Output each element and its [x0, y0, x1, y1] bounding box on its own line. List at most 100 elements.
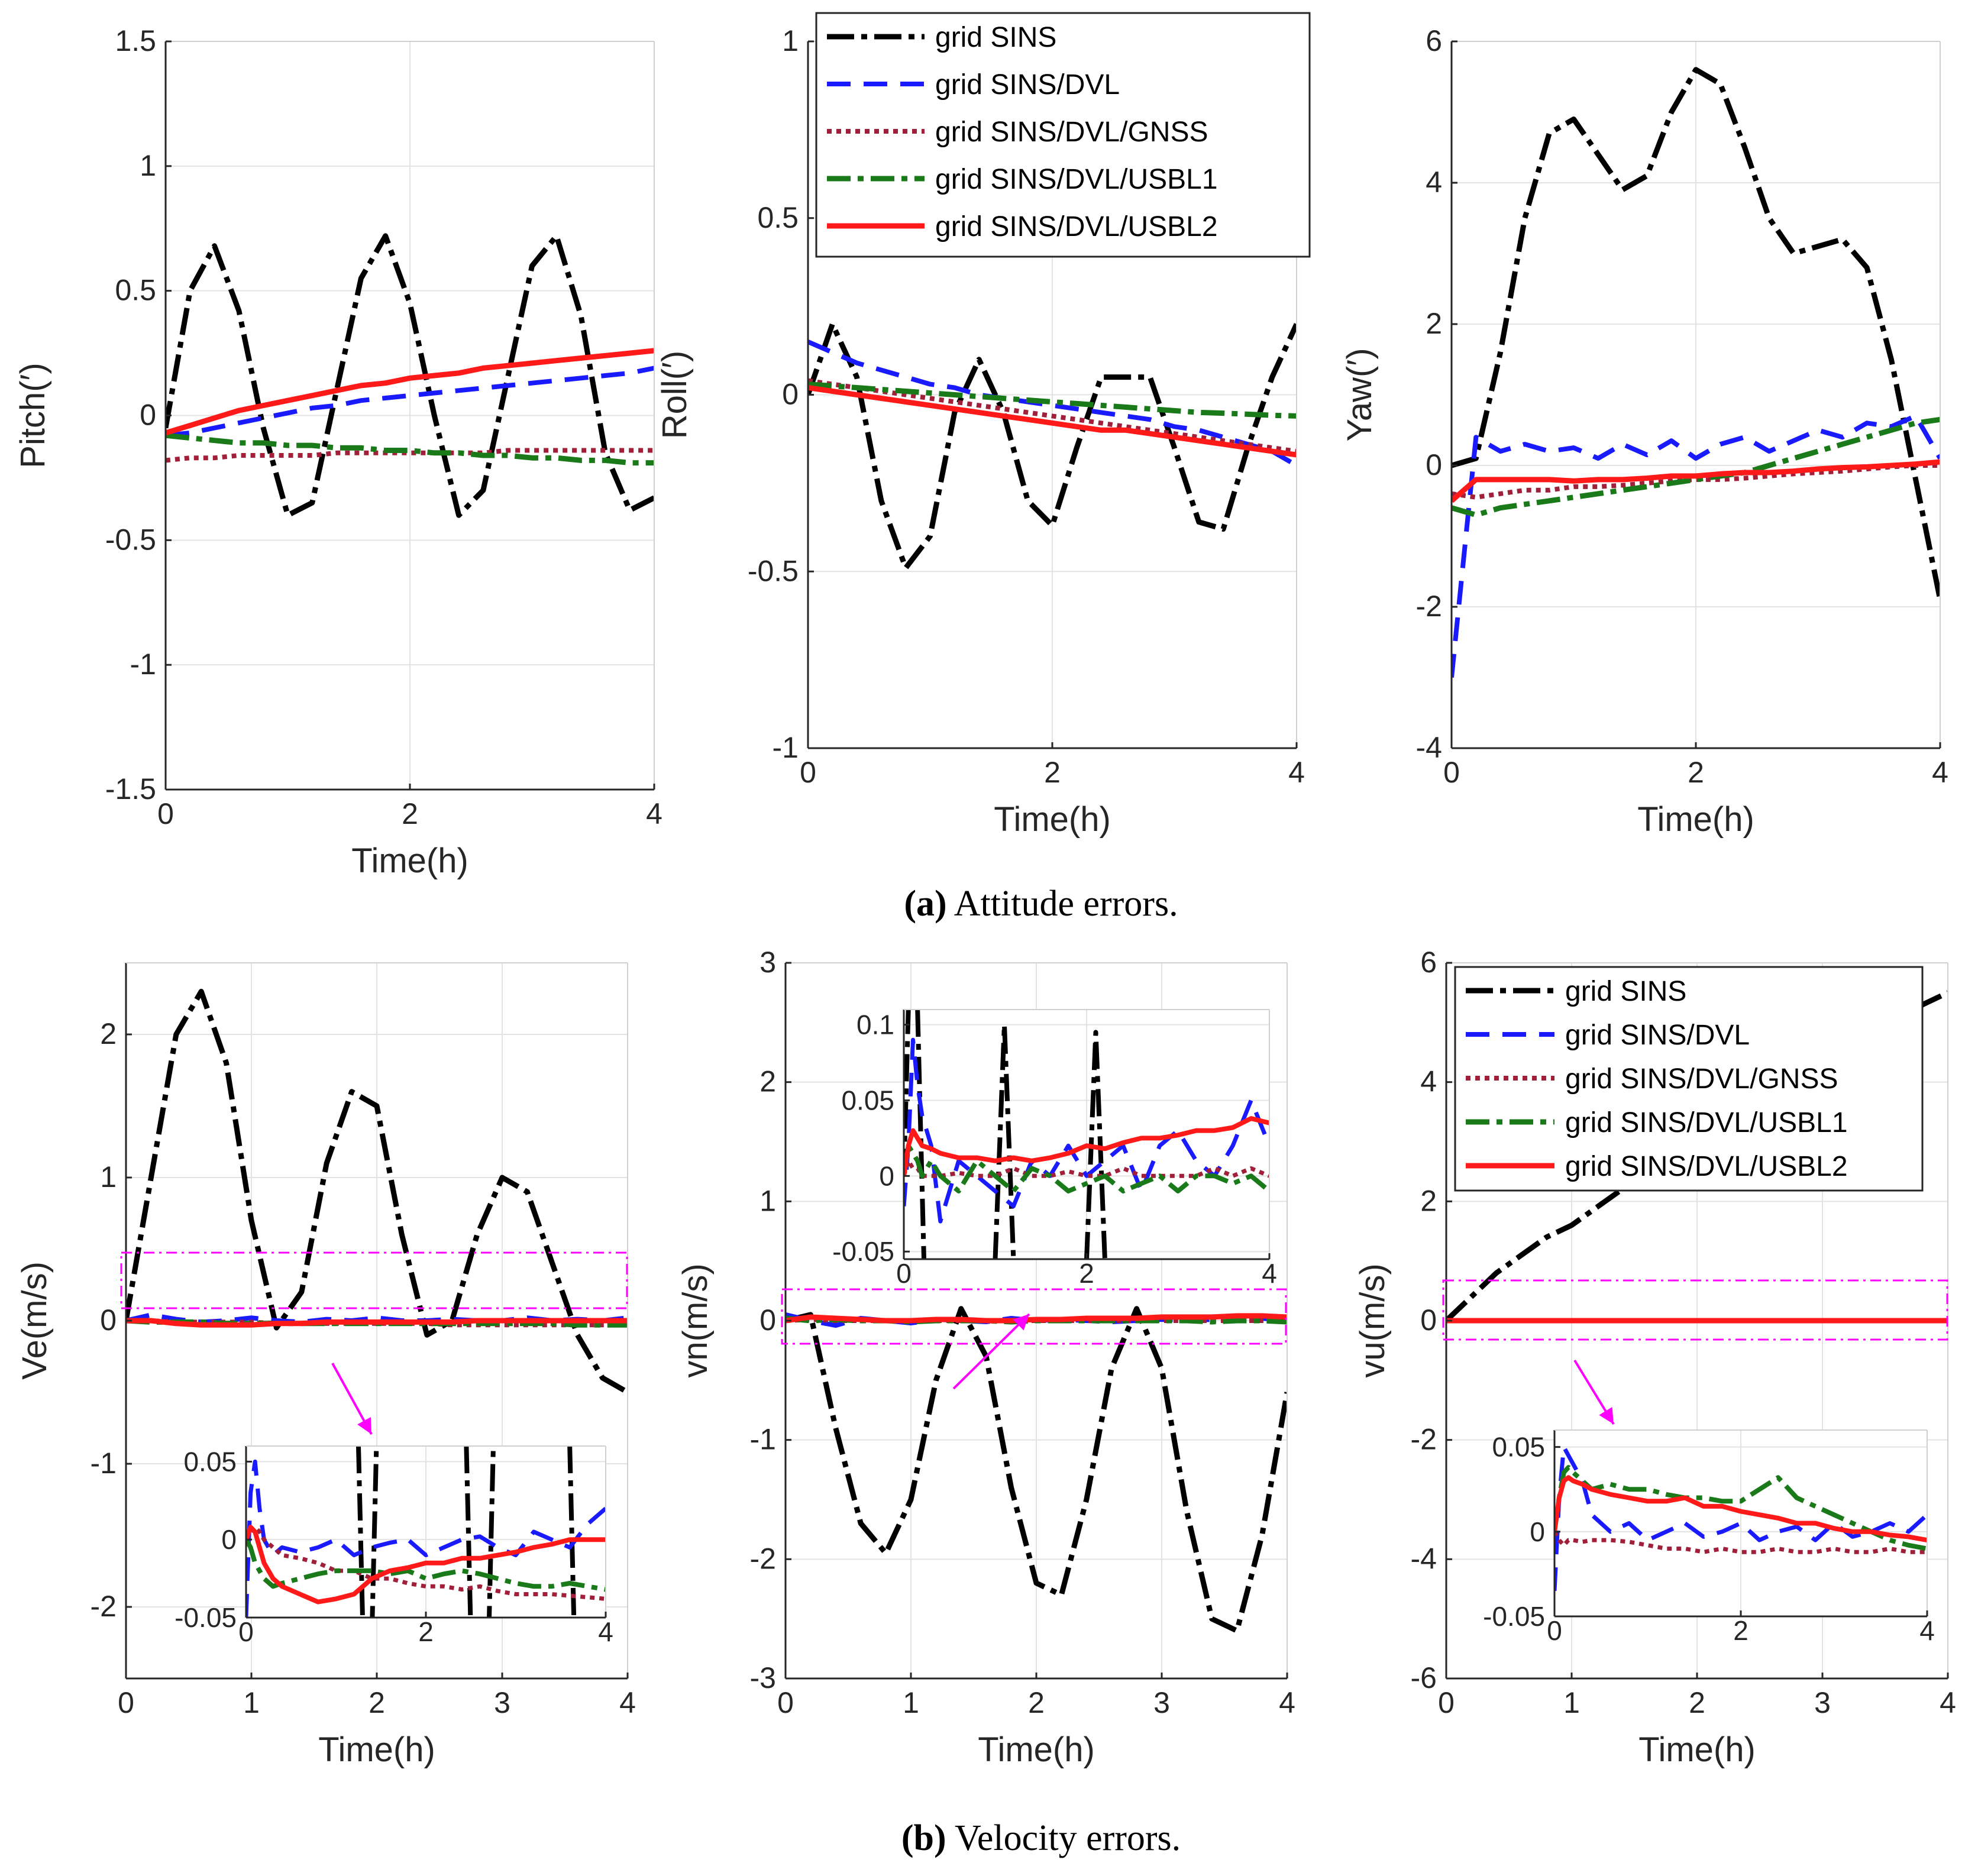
vn-zoom-arrow: [952, 1313, 1030, 1390]
roll-ytick-label: 1: [782, 24, 799, 57]
ve-inset-series-group: [246, 1446, 606, 1618]
ve-inset-xtick-label: 0: [238, 1616, 254, 1647]
vn-xtick-label: 0: [777, 1686, 794, 1719]
roll-xlabel: Time(h): [994, 800, 1111, 839]
ve-ytick-label: 2: [100, 1017, 117, 1050]
ve-inset-series-grid-sins-segment: [487, 1446, 496, 1618]
vn-xtick-label: 4: [1279, 1686, 1295, 1719]
pitch-plot: 0 2 4 -1.5 -1 -0.5 0 0.5 1 1.5 Time(h) Pitch(′): [14, 24, 662, 880]
roll-series-grid-sins-dvl-usbl2: [808, 385, 1297, 458]
yaw-ytick-label: 6: [1426, 24, 1442, 57]
vu-ytick-label: -4: [1411, 1542, 1437, 1575]
ve-series-grid-sins-dvl-usbl2: [126, 1318, 628, 1328]
vu-ytick-label: 6: [1420, 946, 1437, 979]
roll-xtick-label: 0: [800, 756, 816, 789]
vu-inset-series-grid-sins-dvl-usbl2: [1554, 1475, 1927, 1543]
ve-inset-series-grid-sins-dvl-gnss: [246, 1525, 606, 1601]
yaw-ytick-label: 0: [1426, 448, 1442, 481]
vn-series-grid-sins-dvl-usbl2: [786, 1313, 1287, 1324]
pitch-ytick-label: -0.5: [105, 523, 156, 556]
vu-inset-xtick-label: 0: [1547, 1615, 1562, 1646]
vu-inset-xtick-label: 4: [1919, 1615, 1935, 1646]
ve-inset-ytick-label: 0.05: [183, 1446, 237, 1477]
vn-inset-series-grid-sins-segment: [904, 1010, 911, 1176]
vn-zoom-arrowhead: [1013, 1314, 1029, 1331]
vn-inset-ytick-label: 0.1: [857, 1010, 894, 1040]
ve-zoom-box: [120, 1251, 628, 1309]
vn-ytick-label: 3: [759, 946, 776, 979]
yaw-ytick-label: 2: [1426, 307, 1442, 340]
vu-ytick-label: -6: [1411, 1661, 1437, 1694]
vn-series-group: [786, 1306, 1287, 1634]
pitch-ytick-label: 1: [140, 149, 156, 182]
ve-zoom-arrowhead: [357, 1416, 371, 1434]
vn-ytick-label: -2: [750, 1542, 776, 1575]
pitch-xtick-label: 2: [402, 797, 418, 830]
vu-xtick-label: 3: [1814, 1686, 1831, 1719]
ve-xtick-label: 4: [619, 1686, 636, 1719]
ve-ytick-label: 0: [100, 1304, 117, 1337]
yaw-ytick-label: -4: [1416, 731, 1442, 764]
legend-bottom-label-grid-sins-dvl-usbl2: grid SINS/DVL/USBL2: [1565, 1151, 1848, 1182]
roll-series-grid-sins-dvl-gnss: [808, 378, 1297, 454]
pitch-xtick-label: 0: [157, 797, 174, 830]
pitch-xlabel: Time(h): [351, 842, 468, 880]
yaw-xlabel: Time(h): [1637, 800, 1754, 839]
ve-inset-series-grid-sins-dvl-usbl1: [246, 1538, 606, 1592]
caption-b: (b) Velocity errors.: [901, 1818, 1181, 1858]
vn-inset-series-group: [904, 1010, 1269, 1259]
vu-inset-ytick-label: 0.05: [1492, 1432, 1545, 1463]
pitch-ytick-label: 0.5: [115, 274, 156, 307]
ve-xtick-label: 2: [369, 1686, 385, 1719]
vu-inset-series-grid-sins-dvl-usbl1: [1554, 1465, 1927, 1551]
ve-ytick-label: -2: [91, 1590, 117, 1623]
vn-ytick-label: 2: [759, 1065, 776, 1098]
yaw-series-grid-sins-dvl-usbl1: [1452, 416, 1940, 518]
ve-inset-series-grid-sins-segment: [464, 1446, 473, 1618]
pitch-series-grid-sins-dvl: [166, 366, 654, 438]
ve-ytick-label: 1: [100, 1160, 117, 1193]
plots: 0 2 4 -1.5 -1 -0.5 0 0.5 1 1.5 Time(h) Pitch(′) 0 2 4 -…: [14, 12, 1956, 1769]
yaw-xtick-label: 2: [1688, 756, 1704, 789]
vn-inset-series-grid-sins-dvl-usbl1: [904, 1143, 1269, 1193]
vn-inset-series-grid-sins-segment: [993, 1022, 1016, 1259]
yaw-series-grid-sins-dvl: [1452, 413, 1940, 678]
ve-inset-ytick-label: 0: [221, 1524, 237, 1555]
legend-top-label-grid-sins: grid SINS: [935, 22, 1056, 53]
pitch-series-group: [166, 233, 654, 518]
legend-top-label-grid-sins-dvl-gnss: grid SINS/DVL/GNSS: [935, 117, 1208, 148]
vn-inset-series-grid-sins-segment: [915, 1010, 926, 1259]
ve-inset-series-grid-sins-segment: [567, 1446, 577, 1618]
vn-xtick-label: 2: [1028, 1686, 1045, 1719]
ve-ytick-label: -1: [91, 1447, 117, 1480]
pitch-ytick-label: -1: [130, 648, 156, 681]
ve-xlabel: Time(h): [318, 1731, 435, 1769]
legend-top-label-grid-sins-dvl-usbl1: grid SINS/DVL/USBL1: [935, 164, 1218, 195]
roll-xtick-label: 2: [1044, 756, 1061, 789]
vu-ytick-label: 4: [1420, 1065, 1437, 1098]
ve-inset-series-grid-sins-segment: [356, 1446, 365, 1618]
yaw-series-grid-sins-dvl-usbl2: [1452, 459, 1940, 503]
legend-bottom: grid SINS grid SINS/DVL grid SINS/DVL/GNSS…: [1454, 966, 1924, 1192]
legend-bottom-label-grid-sins: grid SINS: [1565, 976, 1686, 1007]
vn-inset-series-grid-sins-segment: [1084, 1030, 1107, 1259]
pitch-series-grid-sins-dvl-usbl2: [166, 348, 654, 436]
vu-xtick-label: 0: [1438, 1686, 1455, 1719]
yaw-plot: 0 2 4 -4 -2 0 2 4 6 Time(h) Yaw(′): [1340, 24, 1948, 839]
captions: (a) Attitude errors. (b) Velocity errors…: [901, 884, 1181, 1858]
vu-inset-xtick-label: 2: [1733, 1615, 1748, 1646]
pitch-series-grid-sins: [166, 233, 654, 518]
vn-ytick-label: 0: [759, 1304, 776, 1337]
legend-top-label-grid-sins-dvl-usbl2: grid SINS/DVL/USBL2: [935, 211, 1218, 242]
vn-xlabel: Time(h): [978, 1731, 1095, 1769]
vn-zoom-box: [781, 1288, 1287, 1345]
vu-inset-series-group: [1554, 1445, 1927, 1592]
vn-ylabel: vn(m/s): [676, 1263, 715, 1377]
ve-xtick-label: 0: [118, 1686, 134, 1719]
vn-xtick-label: 1: [903, 1686, 919, 1719]
pitch-ytick-label: 1.5: [115, 24, 156, 57]
ve-inset-series-grid-sins-dvl-usbl2: [246, 1525, 606, 1605]
pitch-series-grid-sins-dvl-gnss: [166, 448, 654, 463]
